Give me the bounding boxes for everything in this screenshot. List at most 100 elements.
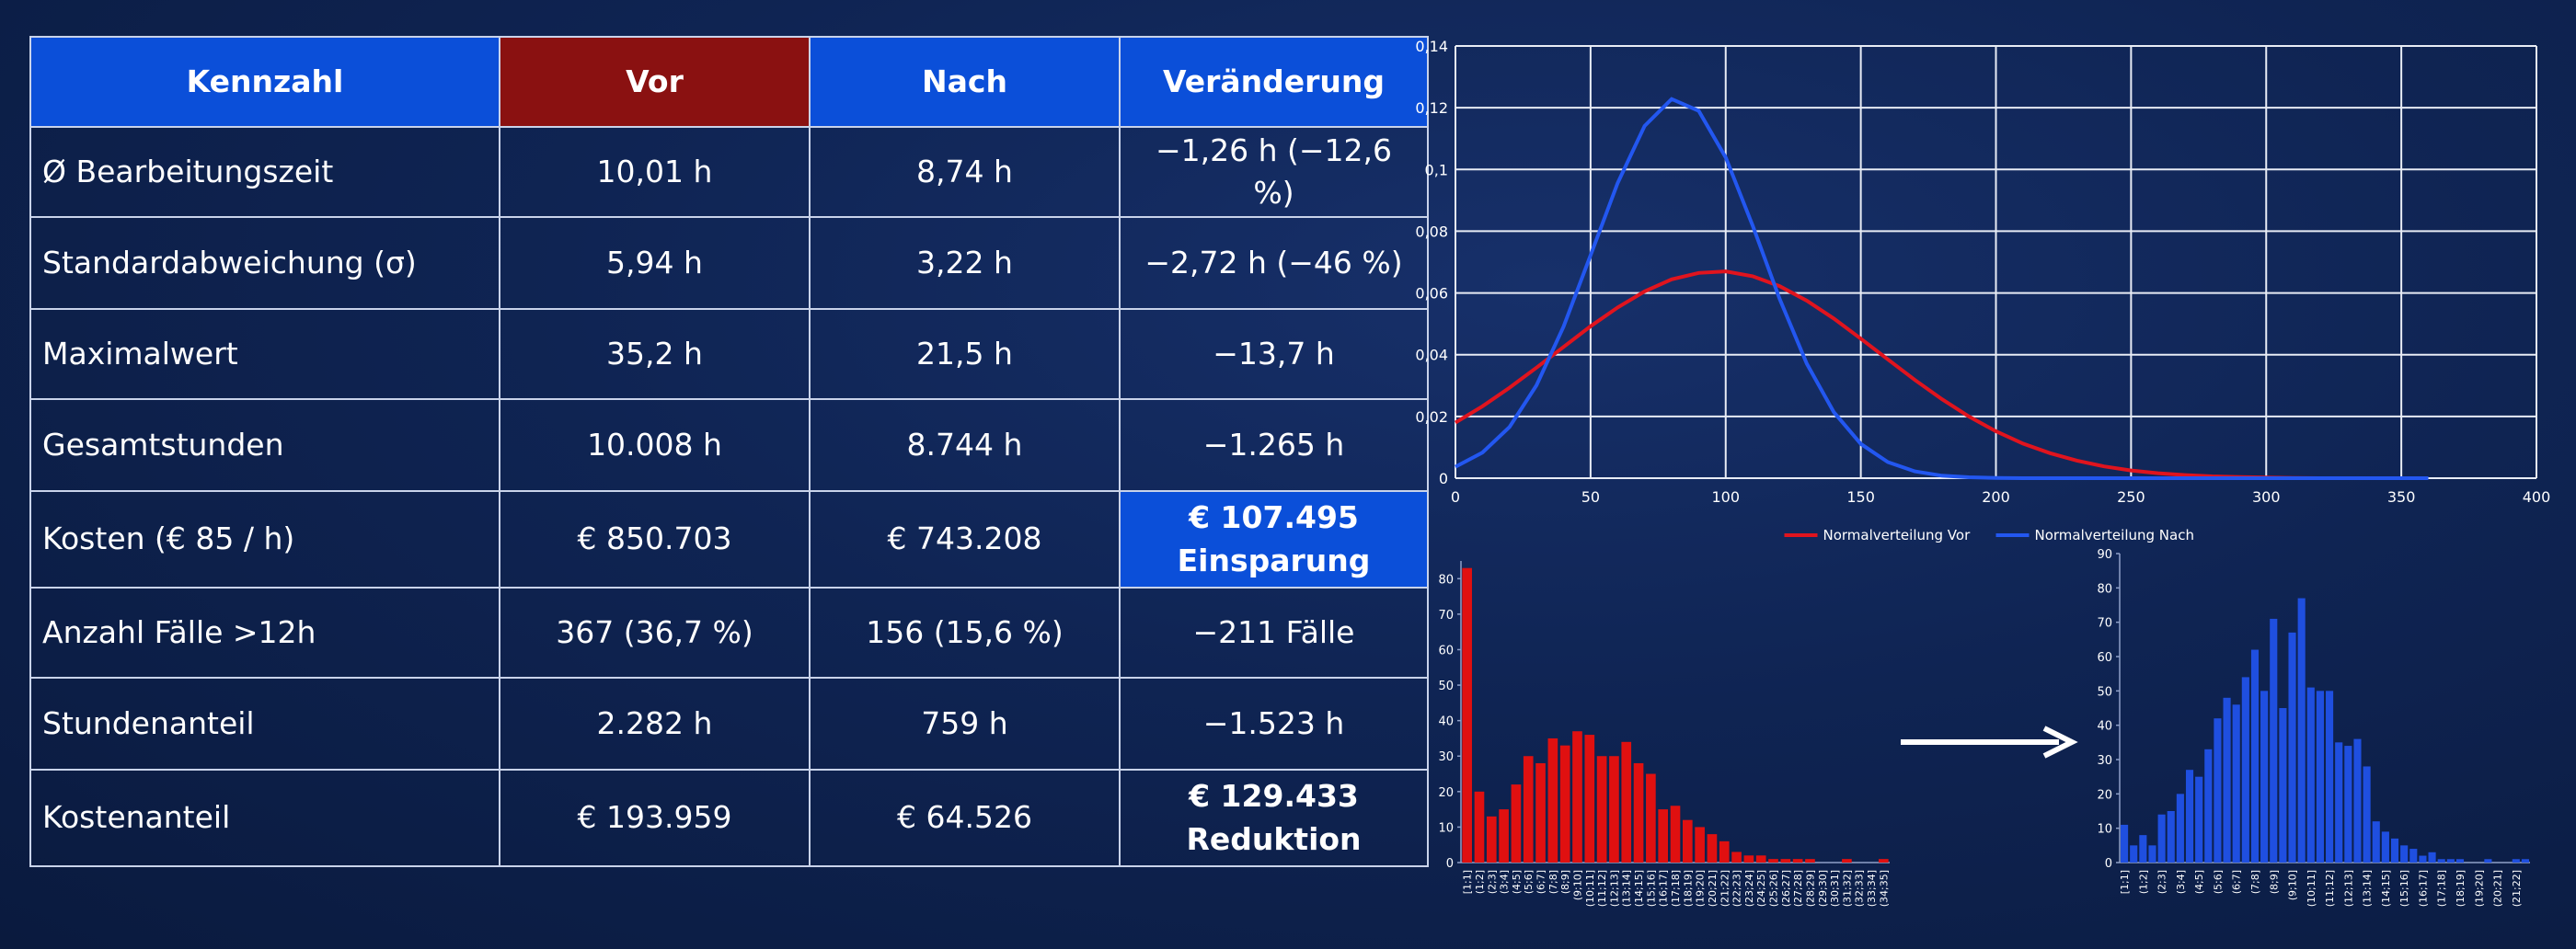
x-tick-label: 250 bbox=[2117, 488, 2145, 506]
x-tick-label: (3;4] bbox=[2175, 870, 2187, 894]
x-tick-label: (31;32] bbox=[1841, 870, 1853, 907]
x-tick-label: (22;23] bbox=[1731, 870, 1743, 907]
bar bbox=[1768, 859, 1778, 863]
x-tick-label: (4;5] bbox=[1511, 870, 1523, 894]
bar bbox=[2306, 687, 2315, 863]
bar bbox=[2223, 697, 2231, 863]
table-cell: −2,72 h (−46 %) bbox=[1119, 216, 1429, 310]
header-row: Kennzahl Vor Nach Veränderung bbox=[29, 36, 1429, 128]
bar bbox=[2428, 852, 2436, 863]
y-tick-label: 60 bbox=[2097, 651, 2112, 665]
x-tick-label: (7;8] bbox=[1547, 870, 1559, 894]
bar bbox=[1755, 855, 1766, 863]
x-tick-label: 300 bbox=[2252, 488, 2281, 506]
x-tick-label: (17;18] bbox=[1670, 870, 1682, 907]
x-tick-label: (14;15] bbox=[2380, 870, 2392, 907]
bar bbox=[2455, 859, 2465, 863]
bar bbox=[2344, 746, 2352, 863]
bar bbox=[1743, 855, 1754, 863]
y-tick-label: 20 bbox=[2097, 788, 2112, 802]
table-cell: 8,74 h bbox=[809, 126, 1121, 218]
table-cell: 35,2 h bbox=[499, 308, 811, 400]
table-row: Kosten (€ 85 / h) € 850.703 € 743.208 € 107… bbox=[29, 490, 1429, 589]
bar bbox=[1499, 809, 1509, 863]
bar bbox=[2381, 831, 2389, 863]
bar bbox=[1523, 756, 1534, 863]
y-tick-label: 50 bbox=[1438, 680, 1454, 693]
bar bbox=[2288, 632, 2296, 863]
x-tick-label: (16;17] bbox=[2417, 870, 2429, 907]
bar bbox=[2157, 814, 2166, 863]
y-tick-label: 30 bbox=[2097, 754, 2112, 768]
bar bbox=[2372, 821, 2380, 863]
bar bbox=[2250, 649, 2260, 863]
table-cell: Kosten (€ 85 / h) bbox=[29, 490, 500, 589]
bar bbox=[2176, 794, 2184, 863]
x-tick-label: (16;17] bbox=[1658, 870, 1670, 907]
table-cell: Standardabweichung (σ) bbox=[29, 216, 500, 310]
y-tick-label: 70 bbox=[1438, 609, 1454, 623]
x-tick-label: (2;3] bbox=[2156, 870, 2168, 894]
x-tick-label: 400 bbox=[2523, 488, 2551, 506]
kpi-table: Kennzahl Vor Nach Veränderung Ø Bearbeitungs… bbox=[29, 36, 1429, 867]
bar bbox=[1633, 762, 1644, 863]
x-tick-label: (3;4] bbox=[1499, 870, 1511, 894]
bar bbox=[1572, 731, 1582, 863]
bar bbox=[2214, 718, 2222, 863]
bar bbox=[2185, 770, 2194, 863]
bar bbox=[2130, 845, 2138, 863]
bar bbox=[1707, 834, 1718, 863]
x-tick-label: 350 bbox=[2387, 488, 2416, 506]
bar bbox=[1695, 827, 1705, 863]
x-tick-label: (6;7] bbox=[2231, 870, 2243, 894]
y-tick-label: 40 bbox=[1438, 715, 1454, 729]
x-tick-label: (24;25] bbox=[1755, 870, 1767, 907]
y-tick-label: 10 bbox=[2097, 823, 2112, 837]
y-tick-label: 0,1 bbox=[1425, 161, 1448, 178]
bar bbox=[1547, 737, 1558, 863]
x-tick-label: [1;1] bbox=[2119, 870, 2131, 894]
table-cell: € 193.959 bbox=[499, 769, 811, 867]
bar bbox=[2139, 835, 2147, 863]
table-row: Anzahl Fälle >12h 367 (36,7 %) 156 (15,6 %… bbox=[29, 587, 1429, 679]
bar bbox=[2297, 598, 2306, 863]
table-cell: 3,22 h bbox=[809, 216, 1121, 310]
header-cell: Veränderung bbox=[1119, 36, 1429, 128]
x-tick-label: (10;11] bbox=[2306, 870, 2317, 907]
x-tick-label: 100 bbox=[1711, 488, 1740, 506]
y-tick-label: 0,08 bbox=[1415, 223, 1448, 240]
x-tick-label: (17;18] bbox=[2436, 870, 2448, 907]
header-cell: Nach bbox=[809, 36, 1121, 128]
bar bbox=[1658, 809, 1669, 863]
x-tick-label: (11;12] bbox=[1596, 870, 1608, 907]
bar bbox=[1462, 567, 1472, 863]
x-tick-label: (5;6] bbox=[2212, 870, 2224, 894]
table-cell: −1.265 h bbox=[1119, 398, 1429, 492]
x-tick-label: 150 bbox=[1846, 488, 1875, 506]
table-cell: € 64.526 bbox=[809, 769, 1121, 867]
x-tick-label: (11;12] bbox=[2324, 870, 2336, 907]
table-cell: € 850.703 bbox=[499, 490, 811, 589]
x-tick-label: (21;22] bbox=[2511, 870, 2523, 907]
bar bbox=[2512, 859, 2520, 863]
bar bbox=[1621, 741, 1632, 863]
bar bbox=[2167, 811, 2175, 863]
x-tick-label: (13;14] bbox=[2362, 870, 2374, 907]
bar bbox=[1559, 745, 1570, 863]
x-tick-label: (18;19] bbox=[2455, 870, 2467, 907]
bar bbox=[2446, 859, 2455, 863]
x-tick-label: (19;20] bbox=[2473, 870, 2485, 907]
bar bbox=[1646, 773, 1656, 863]
y-tick-label: 60 bbox=[1438, 644, 1454, 657]
y-tick-label: 0 bbox=[1446, 857, 1454, 871]
bar bbox=[1511, 784, 1522, 863]
table-row: Gesamtstunden 10.008 h 8.744 h −1.265 h bbox=[29, 398, 1429, 492]
bar bbox=[1682, 819, 1693, 863]
x-tick-label: (23;24] bbox=[1743, 870, 1755, 907]
x-tick-label: (18;19] bbox=[1682, 870, 1694, 907]
table-row: Kostenanteil € 193.959 € 64.526 € 129.433 R… bbox=[29, 769, 1429, 867]
x-tick-label: (15;16] bbox=[1645, 870, 1657, 907]
x-tick-label: [1;1] bbox=[1462, 870, 1474, 894]
table-row: Standardabweichung (σ) 5,94 h 3,22 h −2,72 … bbox=[29, 216, 1429, 310]
table-cell: Gesamtstunden bbox=[29, 398, 500, 492]
